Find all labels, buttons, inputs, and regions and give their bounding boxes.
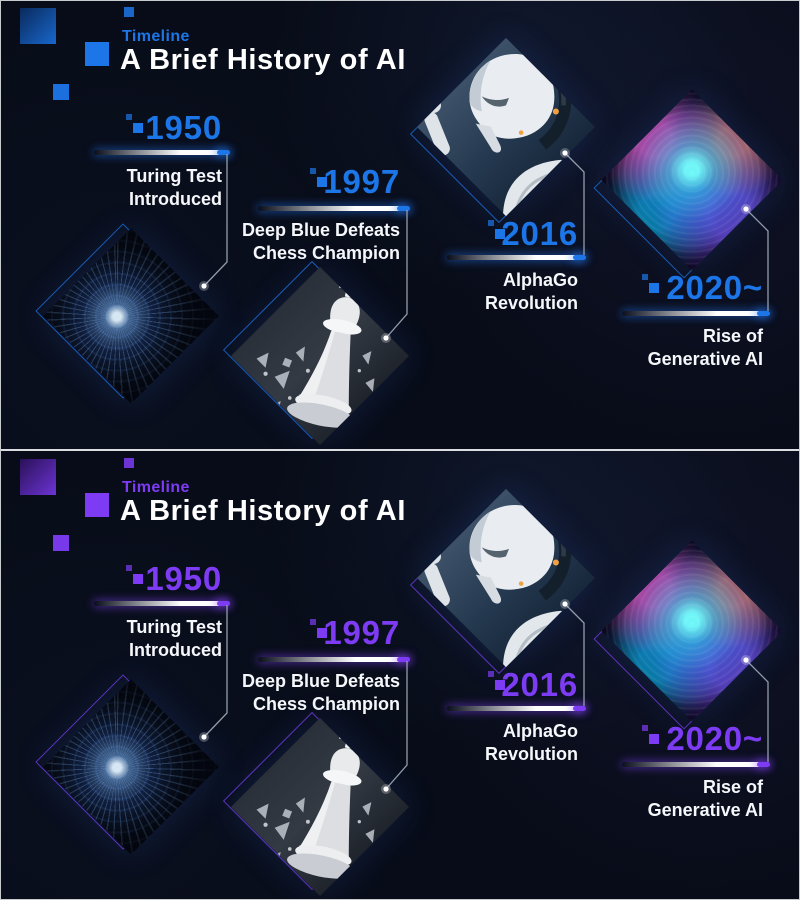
item-description: Rise of Generative AI	[648, 325, 763, 371]
diamond-image-robot-head	[416, 37, 596, 217]
year-underline	[258, 206, 410, 211]
underline-cap	[397, 206, 410, 211]
year-underline	[258, 657, 410, 662]
diamond-outline	[409, 495, 589, 675]
description-line: Generative AI	[647, 349, 763, 369]
pixel-deco-icon	[310, 619, 330, 639]
pixel-square-large-icon	[20, 8, 56, 44]
underline-cap	[757, 762, 770, 767]
year-underline	[622, 762, 770, 767]
pixel-deco-icon	[126, 114, 146, 134]
year-label: 2016	[501, 666, 578, 703]
description-line: Deep Blue Defeats	[241, 220, 400, 240]
description-line: Turing Test	[126, 166, 222, 186]
item-description: AlphaGo Revolution	[485, 720, 578, 766]
pixel-deco-icon	[642, 725, 662, 745]
diamond-outline	[222, 711, 402, 891]
item-description: Deep Blue Defeats Chess Champion	[242, 219, 400, 265]
item-description: Turing Test Introduced	[127, 616, 222, 662]
year-underline	[94, 150, 230, 155]
year-label: 2020~	[666, 269, 763, 306]
pixel-square-tiny-icon	[124, 458, 134, 468]
diamond-outline	[35, 223, 211, 399]
description-line: Chess Champion	[252, 243, 400, 263]
year-label: 1997	[323, 163, 400, 200]
pixel-square-small-icon	[53, 84, 69, 100]
underline-cap	[573, 706, 586, 711]
digital-tunnel-image	[43, 679, 219, 855]
diamond-image-chess-king	[230, 717, 410, 897]
description-line: Introduced	[129, 189, 222, 209]
slide-blue-variant: Timeline A Brief History of AI 1950 Turi…	[0, 0, 800, 449]
description-line: Deep Blue Defeats	[241, 671, 400, 691]
item-description: Turing Test Introduced	[127, 165, 222, 211]
description-line: Chess Champion	[252, 694, 400, 714]
underline-cap	[757, 311, 770, 316]
diamond-outline	[35, 674, 211, 850]
year-underline	[447, 255, 586, 260]
year-label: 2016	[501, 215, 578, 252]
year-label: 1950	[145, 560, 222, 597]
underline-cap	[217, 601, 230, 606]
chess-king-image	[231, 267, 409, 445]
description-line: Rise of	[702, 326, 763, 346]
diamond-image-robot-head	[416, 488, 596, 668]
description-line: Revolution	[485, 744, 578, 764]
description-line: Generative AI	[647, 800, 763, 820]
timeline-eyebrow: Timeline	[122, 479, 190, 496]
robot-head-image	[417, 489, 595, 667]
diamond-image-data-tunnel	[43, 679, 219, 855]
year-underline	[447, 706, 586, 711]
diamond-image-neon-brain	[601, 540, 783, 722]
diamond-image-neon-brain	[601, 89, 783, 271]
chess-king-image	[231, 718, 409, 896]
slide-title: A Brief History of AI	[120, 495, 406, 527]
panel-divider	[0, 449, 800, 451]
pixel-deco-icon	[310, 168, 330, 188]
diamond-outline	[409, 44, 589, 224]
diamond-outline	[222, 260, 402, 440]
diamond-image-chess-king	[230, 266, 410, 446]
year-label: 1997	[323, 614, 400, 651]
pixel-square-large-icon	[20, 459, 56, 495]
slide-purple-variant: Timeline A Brief History of AI 1950 Turi…	[0, 451, 800, 900]
year-label: 2020~	[666, 720, 763, 757]
description-line: Rise of	[702, 777, 763, 797]
year-label: 1950	[145, 109, 222, 146]
pixel-deco-icon	[488, 671, 508, 691]
pixel-square-medium-icon	[85, 493, 109, 517]
pixel-square-small-icon	[53, 535, 69, 551]
neon-brain-image	[601, 89, 783, 271]
year-underline	[94, 601, 230, 606]
diamond-outline	[593, 548, 775, 730]
year-underline	[622, 311, 770, 316]
description-line: Revolution	[485, 293, 578, 313]
pixel-deco-icon	[126, 565, 146, 585]
description-line: Turing Test	[126, 617, 222, 637]
description-line: Introduced	[129, 640, 222, 660]
item-description: Rise of Generative AI	[648, 776, 763, 822]
underline-cap	[217, 150, 230, 155]
item-description: Deep Blue Defeats Chess Champion	[242, 670, 400, 716]
underline-cap	[397, 657, 410, 662]
description-line: AlphaGo	[503, 270, 578, 290]
pixel-deco-icon	[642, 274, 662, 294]
slide-title: A Brief History of AI	[120, 44, 406, 76]
pixel-square-medium-icon	[85, 42, 109, 66]
pixel-deco-icon	[488, 220, 508, 240]
diamond-outline	[593, 97, 775, 279]
underline-cap	[573, 255, 586, 260]
item-description: AlphaGo Revolution	[485, 269, 578, 315]
robot-head-image	[417, 38, 595, 216]
diamond-image-data-tunnel	[43, 228, 219, 404]
digital-tunnel-image	[43, 228, 219, 404]
pixel-square-tiny-icon	[124, 7, 134, 17]
description-line: AlphaGo	[503, 721, 578, 741]
timeline-eyebrow: Timeline	[122, 28, 190, 45]
neon-brain-image	[601, 540, 783, 722]
